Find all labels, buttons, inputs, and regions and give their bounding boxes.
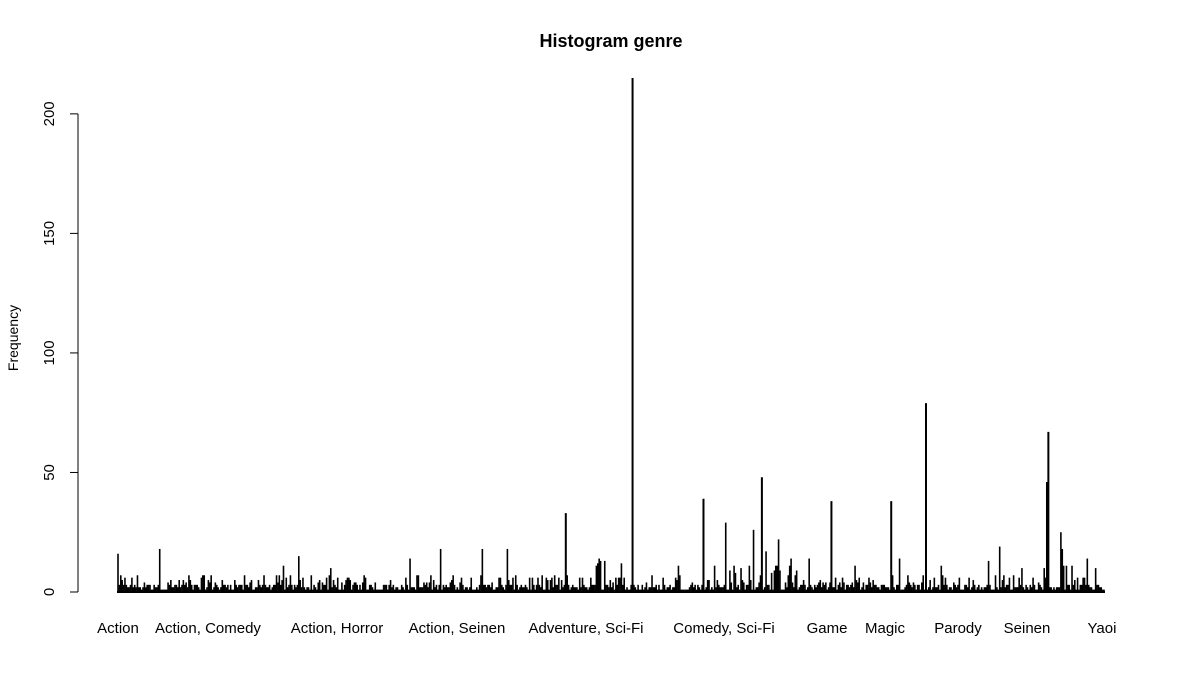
- y-tick-label: 150: [41, 221, 58, 246]
- x-tick-label: Adventure, Sci-Fi: [528, 620, 643, 637]
- x-axis-labels: Action Action, Comedy Action, Horror Action…: [97, 620, 1116, 637]
- x-tick-label: Action, Horror: [291, 620, 384, 637]
- y-axis: 0 50 100 150 200: [41, 101, 79, 596]
- y-tick-label: 50: [41, 464, 58, 481]
- x-tick-label: Seinen: [1004, 620, 1051, 637]
- x-tick-label: Comedy, Sci-Fi: [673, 620, 774, 637]
- bars-group: [117, 78, 1105, 593]
- x-tick-label: Action: [97, 620, 139, 637]
- x-tick-label: Action, Seinen: [409, 620, 506, 637]
- y-tick-label: 100: [41, 340, 58, 365]
- x-tick-label: Yaoi: [1088, 620, 1117, 637]
- y-axis-label: Frequency: [5, 305, 21, 371]
- x-tick-label: Parody: [934, 620, 982, 637]
- x-tick-label: Action, Comedy: [155, 620, 261, 637]
- x-tick-label: Magic: [865, 620, 906, 637]
- y-tick-label: 0: [41, 588, 58, 596]
- chart-title: Histogram genre: [539, 31, 682, 51]
- x-tick-label: Game: [807, 620, 848, 637]
- y-tick-label: 200: [41, 101, 58, 126]
